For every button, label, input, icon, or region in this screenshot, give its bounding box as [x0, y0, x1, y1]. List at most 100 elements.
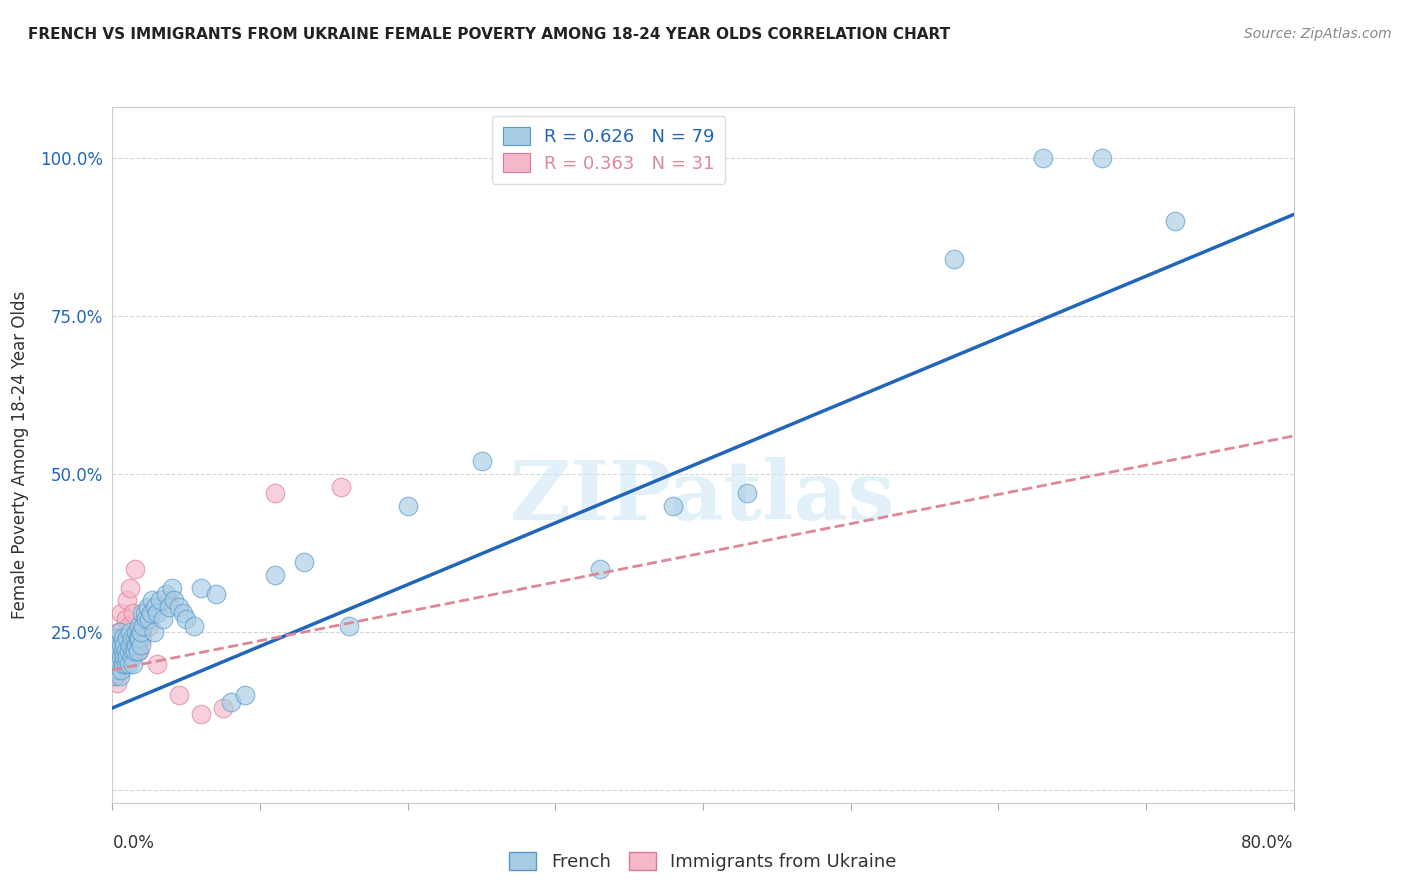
Point — [264, 568, 287, 582]
Point — [127, 644, 149, 658]
Point — [118, 644, 141, 658]
Point — [131, 606, 153, 620]
Point — [1164, 214, 1187, 228]
Point — [183, 618, 205, 632]
Point — [118, 618, 141, 632]
Point — [588, 562, 610, 576]
Text: FRENCH VS IMMIGRANTS FROM UKRAINE FEMALE POVERTY AMONG 18-24 YEAR OLDS CORRELATI: FRENCH VS IMMIGRANTS FROM UKRAINE FEMALE… — [28, 27, 950, 42]
Point — [128, 632, 150, 646]
Point — [111, 638, 134, 652]
Point — [337, 618, 360, 632]
Point — [120, 581, 142, 595]
Point — [152, 612, 174, 626]
Point — [104, 650, 127, 665]
Point — [105, 638, 128, 652]
Point — [132, 618, 155, 632]
Point — [107, 638, 129, 652]
Text: 0.0%: 0.0% — [112, 834, 155, 852]
Point — [128, 618, 150, 632]
Point — [190, 581, 212, 595]
Point — [264, 486, 287, 500]
Point — [135, 612, 157, 626]
Point — [127, 632, 149, 646]
Point — [219, 695, 242, 709]
Point — [103, 657, 125, 671]
Point — [396, 499, 419, 513]
Point — [205, 587, 228, 601]
Point — [136, 599, 159, 614]
Point — [292, 556, 315, 570]
Point — [117, 650, 138, 665]
Point — [157, 593, 180, 607]
Point — [105, 675, 128, 690]
Point — [108, 625, 131, 640]
Point — [155, 587, 177, 601]
Point — [128, 644, 150, 658]
Point — [143, 599, 166, 614]
Point — [111, 657, 134, 671]
Point — [942, 252, 965, 266]
Point — [124, 632, 146, 646]
Point — [105, 663, 128, 677]
Point — [105, 663, 128, 677]
Point — [172, 606, 194, 620]
Point — [104, 669, 127, 683]
Point — [108, 644, 131, 658]
Point — [110, 638, 132, 652]
Point — [103, 644, 125, 658]
Legend: R = 0.626   N = 79, R = 0.363   N = 31: R = 0.626 N = 79, R = 0.363 N = 31 — [492, 116, 725, 184]
Point — [330, 479, 353, 493]
Point — [110, 606, 132, 620]
Point — [212, 701, 235, 715]
Point — [122, 644, 145, 658]
Point — [108, 632, 131, 646]
Point — [121, 632, 143, 646]
Point — [122, 657, 145, 671]
Point — [1032, 151, 1054, 165]
Point — [112, 650, 135, 665]
Point — [114, 644, 136, 658]
Y-axis label: Female Poverty Among 18-24 Year Olds: Female Poverty Among 18-24 Year Olds — [11, 291, 28, 619]
Point — [125, 638, 148, 652]
Point — [104, 644, 127, 658]
Point — [117, 593, 138, 607]
Point — [142, 625, 165, 640]
Point — [107, 657, 129, 671]
Point — [138, 612, 160, 626]
Point — [118, 657, 141, 671]
Point — [105, 657, 128, 671]
Point — [121, 650, 143, 665]
Point — [190, 707, 212, 722]
Point — [163, 593, 186, 607]
Point — [141, 593, 163, 607]
Point — [107, 650, 129, 665]
Point — [157, 599, 180, 614]
Point — [146, 657, 169, 671]
Point — [112, 644, 135, 658]
Point — [125, 625, 148, 640]
Point — [131, 632, 153, 646]
Point — [105, 632, 128, 646]
Point — [134, 606, 156, 620]
Point — [124, 562, 146, 576]
Point — [1091, 151, 1114, 165]
Point — [117, 632, 138, 646]
Point — [110, 650, 132, 665]
Point — [138, 618, 160, 632]
Point — [167, 688, 190, 702]
Point — [111, 644, 134, 658]
Point — [129, 625, 152, 640]
Point — [110, 663, 132, 677]
Point — [108, 644, 131, 658]
Text: ZIPatlas: ZIPatlas — [510, 457, 896, 537]
Point — [120, 638, 142, 652]
Point — [146, 606, 169, 620]
Point — [174, 612, 197, 626]
Point — [112, 638, 135, 652]
Point — [122, 606, 145, 620]
Point — [108, 669, 131, 683]
Point — [167, 599, 190, 614]
Point — [737, 486, 759, 500]
Point — [120, 625, 142, 640]
Point — [104, 669, 127, 683]
